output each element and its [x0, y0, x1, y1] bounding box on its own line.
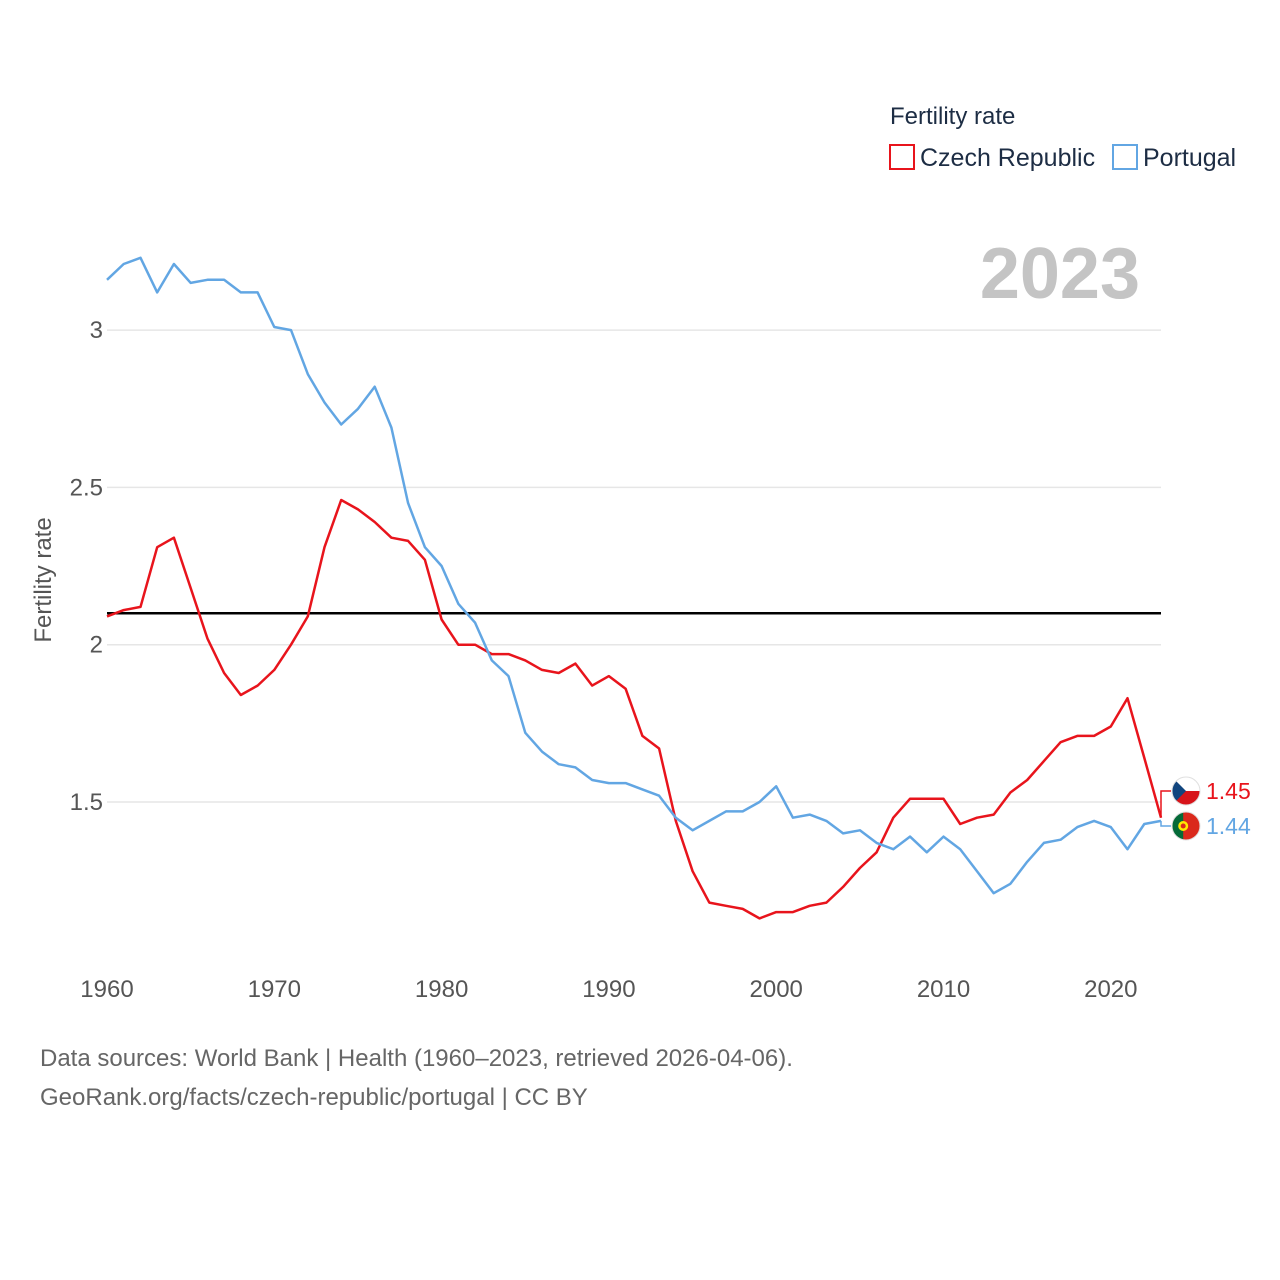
x-tick-label: 1990: [582, 976, 635, 1003]
series-line-portugal: [106, 256, 1162, 895]
y-tick-label: 1.5: [70, 789, 103, 816]
end-value-label: 1.44: [1206, 813, 1251, 839]
y-tick-label: 2: [90, 632, 103, 659]
series-end-labels: 1.45 1.44: [1160, 776, 1251, 841]
legend-title: Fertility rate: [890, 103, 1015, 130]
footer-credit[interactable]: GeoRank.org/facts/czech-republic/portuga…: [40, 1084, 588, 1111]
legend-item-portugal[interactable]: Portugal: [1112, 144, 1236, 172]
x-tick-label: 1970: [248, 976, 301, 1003]
y-axis-ticks: 1.5 2 2.5 3: [70, 317, 103, 816]
end-connector: [1160, 820, 1171, 827]
footer-sources: Data sources: World Bank | Health (1960–…: [40, 1045, 793, 1072]
legend-swatch-czech-republic: [889, 144, 915, 170]
end-value-label: 1.45: [1206, 778, 1251, 804]
x-tick-label: 2020: [1084, 976, 1137, 1003]
czech-flag-icon: [1171, 776, 1201, 806]
legend: Fertility rate Czech Republic Portugal: [889, 103, 1236, 172]
x-axis-ticks: 1960 1970 1980 1990 2000 2010 2020: [80, 976, 1137, 1003]
series-line-czech-republic: [106, 498, 1163, 920]
x-tick-label: 2000: [750, 976, 803, 1003]
series-lines: [106, 256, 1163, 920]
x-tick-label: 2010: [917, 976, 970, 1003]
legend-label-czech-republic: Czech Republic: [920, 144, 1095, 172]
fertility-rate-chart: 1.5 2 2.5 3 1960 1970 1980 1990 2000 2010 2020 Fe…: [30, 103, 1251, 1003]
legend-label-portugal: Portugal: [1143, 144, 1236, 172]
grid-lines: [107, 329, 1161, 803]
x-tick-label: 1960: [80, 976, 133, 1003]
x-tick-label: 1980: [415, 976, 468, 1003]
end-connector: [1160, 790, 1171, 818]
portugal-flag-icon: [1171, 811, 1201, 841]
y-axis-title: Fertility rate: [30, 517, 57, 642]
legend-swatch-portugal: [1112, 144, 1138, 170]
y-tick-label: 2.5: [70, 474, 103, 501]
y-tick-label: 3: [90, 317, 103, 344]
legend-item-czech-republic[interactable]: Czech Republic: [889, 144, 1095, 172]
current-year-label: 2023: [980, 234, 1140, 314]
